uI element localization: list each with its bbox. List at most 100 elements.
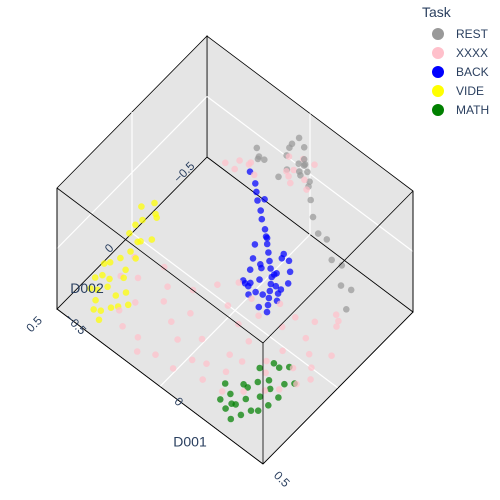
marker-math — [244, 384, 251, 391]
marker-math — [227, 415, 235, 423]
marker-rest — [254, 155, 262, 163]
marker-xxxx — [305, 350, 313, 358]
marker-vide — [94, 286, 101, 294]
marker-back — [245, 282, 252, 290]
marker-vide — [124, 301, 132, 309]
marker-xxxx — [115, 307, 123, 314]
marker-math — [256, 364, 264, 372]
marker-xxxx — [235, 279, 243, 286]
marker-rest — [300, 144, 308, 151]
marker-rest — [323, 236, 331, 243]
marker-xxxx — [132, 299, 139, 306]
marker-back — [265, 294, 273, 302]
marker-math — [217, 396, 224, 403]
legend-item-rest[interactable]: REST — [420, 24, 489, 43]
marker-back — [256, 276, 263, 283]
marker-back — [278, 254, 286, 262]
x-axis-title: D001 — [173, 434, 207, 450]
marker-back — [251, 241, 259, 248]
legend-label: MATH — [456, 102, 490, 117]
marker-math — [265, 402, 272, 409]
marker-xxxx — [332, 311, 340, 319]
marker-vide — [106, 275, 113, 283]
marker-back — [249, 255, 257, 262]
marker-vide — [132, 255, 139, 262]
marker-math — [228, 400, 235, 408]
marker-rest — [253, 144, 261, 152]
marker-xxxx — [263, 357, 270, 365]
marker-xxxx — [133, 348, 141, 355]
marker-xxxx — [168, 318, 175, 326]
marker-xxxx — [187, 310, 194, 317]
marker-math — [242, 395, 250, 403]
legend-item-back[interactable]: BACK — [420, 62, 489, 81]
marker-xxxx — [255, 312, 262, 320]
marker-rest — [337, 282, 345, 289]
marker-xxxx — [290, 166, 298, 174]
marker-rest — [309, 213, 317, 221]
marker-xxxx — [308, 364, 315, 372]
marker-rest — [343, 306, 350, 313]
marker-xxxx — [301, 176, 308, 184]
marker-back — [257, 207, 265, 214]
marker-xxxx — [152, 351, 159, 359]
marker-xxxx — [307, 376, 314, 383]
marker-math — [281, 380, 288, 388]
y-tick-label: 0.5 — [23, 313, 45, 335]
marker-xxxx — [275, 386, 283, 393]
marker-xxxx — [134, 274, 142, 282]
front-edge-bottom-right — [262, 311, 414, 465]
marker-xxxx — [231, 165, 238, 173]
marker-xxxx — [289, 364, 297, 372]
marker-xxxx — [169, 365, 177, 372]
legend-item-vide[interactable]: VIDE — [420, 81, 489, 100]
marker-vide — [137, 238, 144, 245]
legend-item-xxxx[interactable]: XXXX — [420, 43, 489, 62]
marker-vide — [126, 230, 133, 237]
marker-xxxx — [236, 157, 243, 164]
legend-item-math[interactable]: MATH — [420, 100, 489, 119]
marker-math — [270, 360, 278, 367]
marker-rest — [295, 160, 303, 167]
legend-swatch — [432, 84, 444, 97]
legend-label: XXXX — [456, 45, 489, 60]
marker-xxxx — [248, 295, 255, 303]
marker-back — [252, 288, 259, 296]
marker-math — [221, 380, 229, 387]
scene-front-edges — [56, 187, 414, 465]
marker-xxxx — [279, 347, 286, 355]
grid-line-wall-z0-left — [56, 96, 208, 249]
marker-vide — [120, 274, 127, 282]
marker-xxxx — [292, 314, 299, 321]
legend-swatch — [432, 46, 444, 59]
front-edge-bottom-left — [56, 308, 264, 465]
legend-label: BACK — [456, 64, 489, 79]
marker-back — [259, 291, 267, 298]
marker-rest — [261, 156, 268, 163]
marker-vide — [92, 296, 99, 304]
marker-math — [265, 377, 273, 384]
marker-math — [227, 390, 234, 398]
legend-swatch — [432, 65, 444, 78]
marker-xxxx — [335, 317, 342, 325]
marker-back — [286, 268, 294, 276]
marker-back — [261, 226, 269, 233]
marker-xxxx — [303, 186, 310, 193]
marker-math — [254, 407, 262, 415]
marker-rest — [297, 172, 304, 179]
marker-xxxx — [278, 323, 286, 331]
legend-label: VIDE — [456, 83, 485, 98]
marker-rest — [300, 156, 308, 163]
marker-back — [267, 280, 275, 288]
scatter-markers — [87, 134, 355, 423]
marker-xxxx — [174, 336, 181, 343]
marker-back — [266, 257, 273, 265]
marker-back — [284, 280, 292, 287]
marker-xxxx — [283, 168, 290, 175]
marker-rest — [314, 230, 322, 237]
marker-vide — [138, 203, 145, 210]
marker-xxxx — [119, 323, 126, 330]
marker-back — [252, 180, 259, 187]
marker-vide — [139, 216, 146, 224]
